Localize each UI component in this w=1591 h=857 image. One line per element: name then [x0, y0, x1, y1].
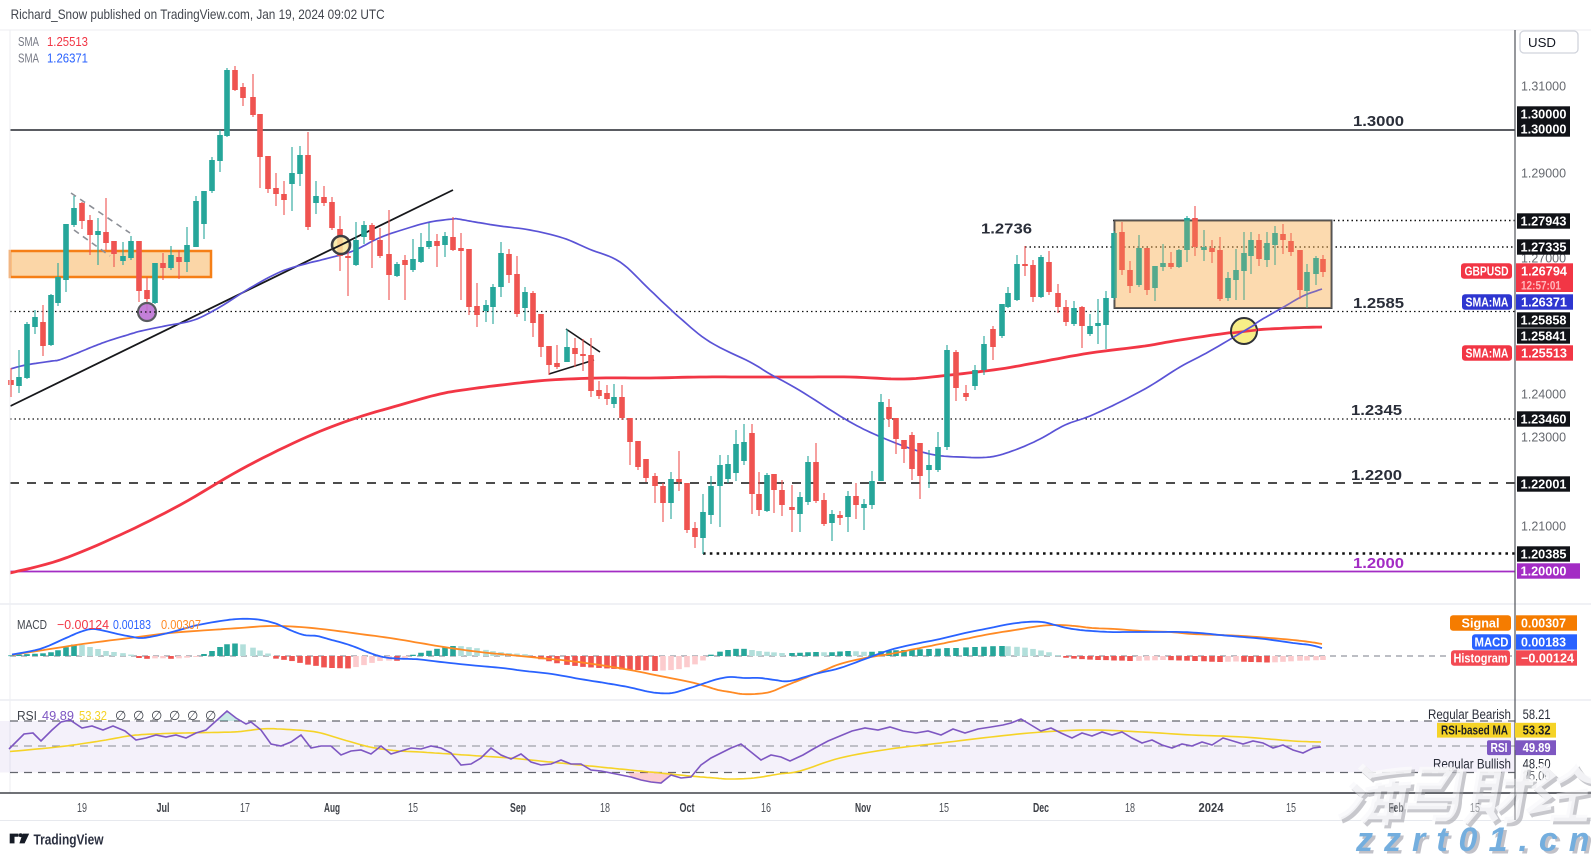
svg-text:53.32: 53.32 [1523, 723, 1551, 738]
svg-text:SMA:MA: SMA:MA [1466, 296, 1509, 310]
svg-text:1.25513: 1.25513 [47, 34, 88, 49]
svg-text:1.31000: 1.31000 [1521, 79, 1566, 94]
svg-text:Jul: Jul [157, 801, 170, 815]
svg-text:1.26794: 1.26794 [1521, 264, 1568, 279]
svg-text:58.21: 58.21 [1523, 707, 1551, 722]
svg-text:16: 16 [761, 801, 771, 815]
svg-text:TradingView: TradingView [34, 833, 105, 849]
svg-text:49.89: 49.89 [42, 708, 74, 723]
svg-text:1.2585: 1.2585 [1353, 296, 1404, 312]
svg-text:15: 15 [1470, 801, 1480, 815]
svg-text:0.00307: 0.00307 [1521, 616, 1566, 631]
svg-text:∅: ∅ [151, 708, 162, 723]
svg-text:∅: ∅ [187, 708, 198, 723]
svg-text:Aug: Aug [324, 801, 340, 815]
svg-text:zzrt01.cn: zzrt01.cn [1355, 821, 1591, 857]
svg-text:Signal: Signal [1462, 617, 1500, 631]
svg-text:1.23460: 1.23460 [1521, 412, 1567, 427]
svg-text:Regular Bearish: Regular Bearish [1428, 707, 1511, 722]
svg-text:Feb: Feb [1389, 801, 1404, 815]
svg-text:53.32: 53.32 [79, 708, 107, 723]
svg-text:12:57:01: 12:57:01 [1521, 279, 1561, 293]
svg-text:1.23000: 1.23000 [1521, 430, 1566, 445]
svg-text:∅: ∅ [169, 708, 180, 723]
svg-text:GBPUSD: GBPUSD [1465, 265, 1509, 279]
svg-text:18: 18 [1125, 801, 1135, 815]
svg-text:−0.00124: −0.00124 [1521, 651, 1575, 666]
svg-text:Richard_Snow published on Trad: Richard_Snow published on TradingView.co… [11, 6, 385, 22]
svg-text:∅: ∅ [133, 708, 144, 723]
svg-text:∅: ∅ [115, 708, 126, 723]
svg-text:zzrt01.cn: zzrt01.cn [1358, 824, 1591, 857]
svg-text:1.22001: 1.22001 [1521, 477, 1567, 492]
svg-text:0.00307: 0.00307 [161, 617, 201, 632]
svg-text:1.20385: 1.20385 [1521, 547, 1567, 562]
svg-text:49.89: 49.89 [1523, 740, 1551, 755]
svg-text:1.30000: 1.30000 [1521, 107, 1567, 122]
svg-text:18: 18 [600, 801, 610, 815]
svg-text:Sep: Sep [510, 801, 526, 815]
svg-text:1.27943: 1.27943 [1521, 214, 1567, 229]
svg-text:15: 15 [408, 801, 418, 815]
svg-text:RSI-based MA: RSI-based MA [1441, 723, 1508, 738]
svg-text:SMA:MA: SMA:MA [1466, 347, 1509, 361]
svg-text:MACD: MACD [1475, 636, 1509, 650]
svg-text:Oct: Oct [680, 801, 696, 815]
svg-text:Nov: Nov [855, 801, 871, 815]
svg-text:17: 17 [240, 801, 250, 815]
svg-text:1.3000: 1.3000 [1353, 114, 1404, 130]
svg-text:1.2736: 1.2736 [981, 222, 1032, 238]
svg-text:1.26371: 1.26371 [47, 51, 88, 66]
svg-text:1.25513: 1.25513 [1521, 346, 1567, 361]
svg-text:1.24000: 1.24000 [1521, 387, 1566, 402]
svg-text:1.27335: 1.27335 [1521, 240, 1567, 255]
svg-text:1.30000: 1.30000 [1521, 122, 1567, 137]
svg-text:1.2345: 1.2345 [1351, 403, 1402, 419]
svg-text:1.2200: 1.2200 [1351, 468, 1402, 484]
svg-text:USD: USD [1528, 35, 1556, 50]
svg-text:15: 15 [939, 801, 949, 815]
svg-text:1.29000: 1.29000 [1521, 166, 1566, 181]
svg-text:1.25841: 1.25841 [1521, 329, 1567, 344]
svg-text:MACD: MACD [17, 617, 47, 632]
svg-text:19: 19 [77, 801, 87, 815]
svg-text:−0.00124: −0.00124 [57, 617, 109, 632]
svg-text:∅: ∅ [205, 708, 216, 723]
svg-text:1.2000: 1.2000 [1353, 556, 1404, 572]
svg-text:1.25858: 1.25858 [1521, 313, 1567, 328]
svg-text:RSI: RSI [1491, 740, 1508, 755]
svg-text:0.00183: 0.00183 [1521, 635, 1566, 650]
svg-text:15: 15 [1286, 801, 1296, 815]
svg-text:1.26371: 1.26371 [1521, 295, 1567, 310]
svg-text:SMA: SMA [18, 34, 39, 49]
svg-text:SMA: SMA [18, 51, 39, 66]
svg-text:Dec: Dec [1033, 801, 1049, 815]
svg-text:2024: 2024 [1199, 801, 1224, 815]
svg-text:1.21000: 1.21000 [1521, 519, 1566, 534]
svg-text:1.20000: 1.20000 [1521, 564, 1567, 579]
svg-text:Histogram: Histogram [1454, 652, 1508, 666]
svg-text:0.00183: 0.00183 [113, 617, 151, 632]
svg-text:RSI: RSI [17, 708, 37, 723]
